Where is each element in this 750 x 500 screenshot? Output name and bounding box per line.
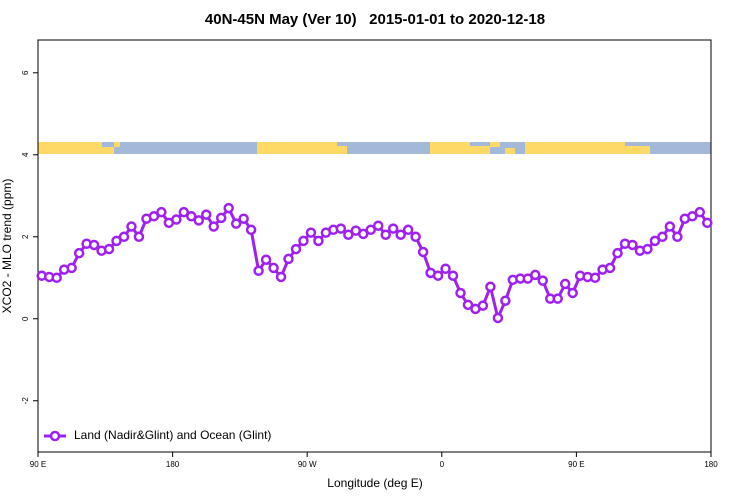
point	[642, 243, 653, 255]
point	[567, 287, 578, 299]
point	[186, 211, 197, 222]
x-tick-label: 180	[704, 460, 718, 469]
point	[462, 299, 474, 311]
y-tick-label: 2	[21, 234, 30, 239]
point	[313, 235, 324, 247]
y-tick-label: 0	[21, 316, 30, 321]
point	[627, 239, 638, 251]
point	[51, 272, 62, 284]
point	[298, 235, 309, 247]
point	[230, 218, 242, 229]
point	[268, 262, 279, 274]
point	[260, 254, 272, 265]
point	[208, 221, 219, 232]
point	[118, 231, 130, 243]
point	[612, 247, 623, 259]
point	[335, 223, 347, 234]
point	[201, 209, 212, 220]
point	[290, 243, 302, 255]
point	[253, 265, 264, 277]
x-tick-label: 0	[440, 460, 445, 469]
x-tick-label: 90 E	[30, 460, 46, 469]
point	[171, 214, 182, 225]
point	[245, 224, 257, 236]
point	[589, 272, 601, 284]
y-tick-label: 6	[21, 70, 30, 75]
point	[305, 227, 317, 238]
point	[432, 270, 444, 281]
point	[238, 213, 249, 224]
point	[380, 229, 391, 240]
point	[111, 235, 122, 247]
point	[358, 228, 369, 240]
x-tick-label: 180	[166, 460, 180, 469]
point	[156, 206, 167, 218]
point	[193, 215, 205, 226]
point	[73, 247, 85, 259]
point	[387, 223, 399, 234]
point	[447, 270, 459, 281]
legend-label: Land (Nadir&Glint) and Ocean (Glint)	[74, 428, 271, 442]
point	[402, 224, 414, 236]
point	[66, 262, 77, 274]
point	[395, 229, 406, 240]
point	[455, 287, 466, 299]
point	[275, 271, 287, 283]
plot-frame	[37, 39, 712, 453]
point	[215, 212, 227, 224]
point	[88, 239, 100, 251]
land-ocean-strip	[38, 142, 711, 154]
chart-title: 40N-45N May (Ver 10) 2015-01-01 to 2020-…	[205, 11, 545, 28]
point	[417, 246, 429, 258]
point	[365, 224, 377, 236]
y-axis-label: XCO2 - MLO trend (ppm)	[0, 179, 14, 314]
point	[410, 231, 421, 243]
point	[126, 221, 137, 232]
x-tick-label: 90 E	[568, 460, 584, 469]
point	[694, 206, 706, 218]
point	[500, 295, 511, 306]
point	[672, 231, 683, 243]
point	[440, 263, 451, 275]
y-tick-label: -2	[21, 397, 30, 405]
point	[649, 235, 661, 247]
point	[530, 269, 541, 281]
point	[687, 211, 698, 222]
point	[223, 202, 234, 214]
point	[492, 312, 504, 324]
point	[559, 278, 571, 290]
x-tick-label: 90 W	[298, 460, 317, 469]
point	[477, 300, 489, 311]
point	[148, 211, 160, 222]
point	[133, 231, 145, 243]
point	[103, 243, 115, 255]
point	[604, 262, 616, 274]
point	[178, 206, 190, 218]
legend-marker	[49, 430, 61, 442]
point	[343, 229, 354, 240]
x-axis-label: Longitude (deg E)	[327, 476, 422, 490]
point	[552, 293, 563, 304]
point	[702, 217, 713, 229]
y-tick-label: 4	[21, 152, 30, 157]
point	[537, 275, 548, 286]
point	[664, 221, 676, 232]
point	[283, 253, 294, 265]
point	[485, 281, 496, 293]
point	[657, 231, 668, 243]
point	[372, 220, 384, 231]
